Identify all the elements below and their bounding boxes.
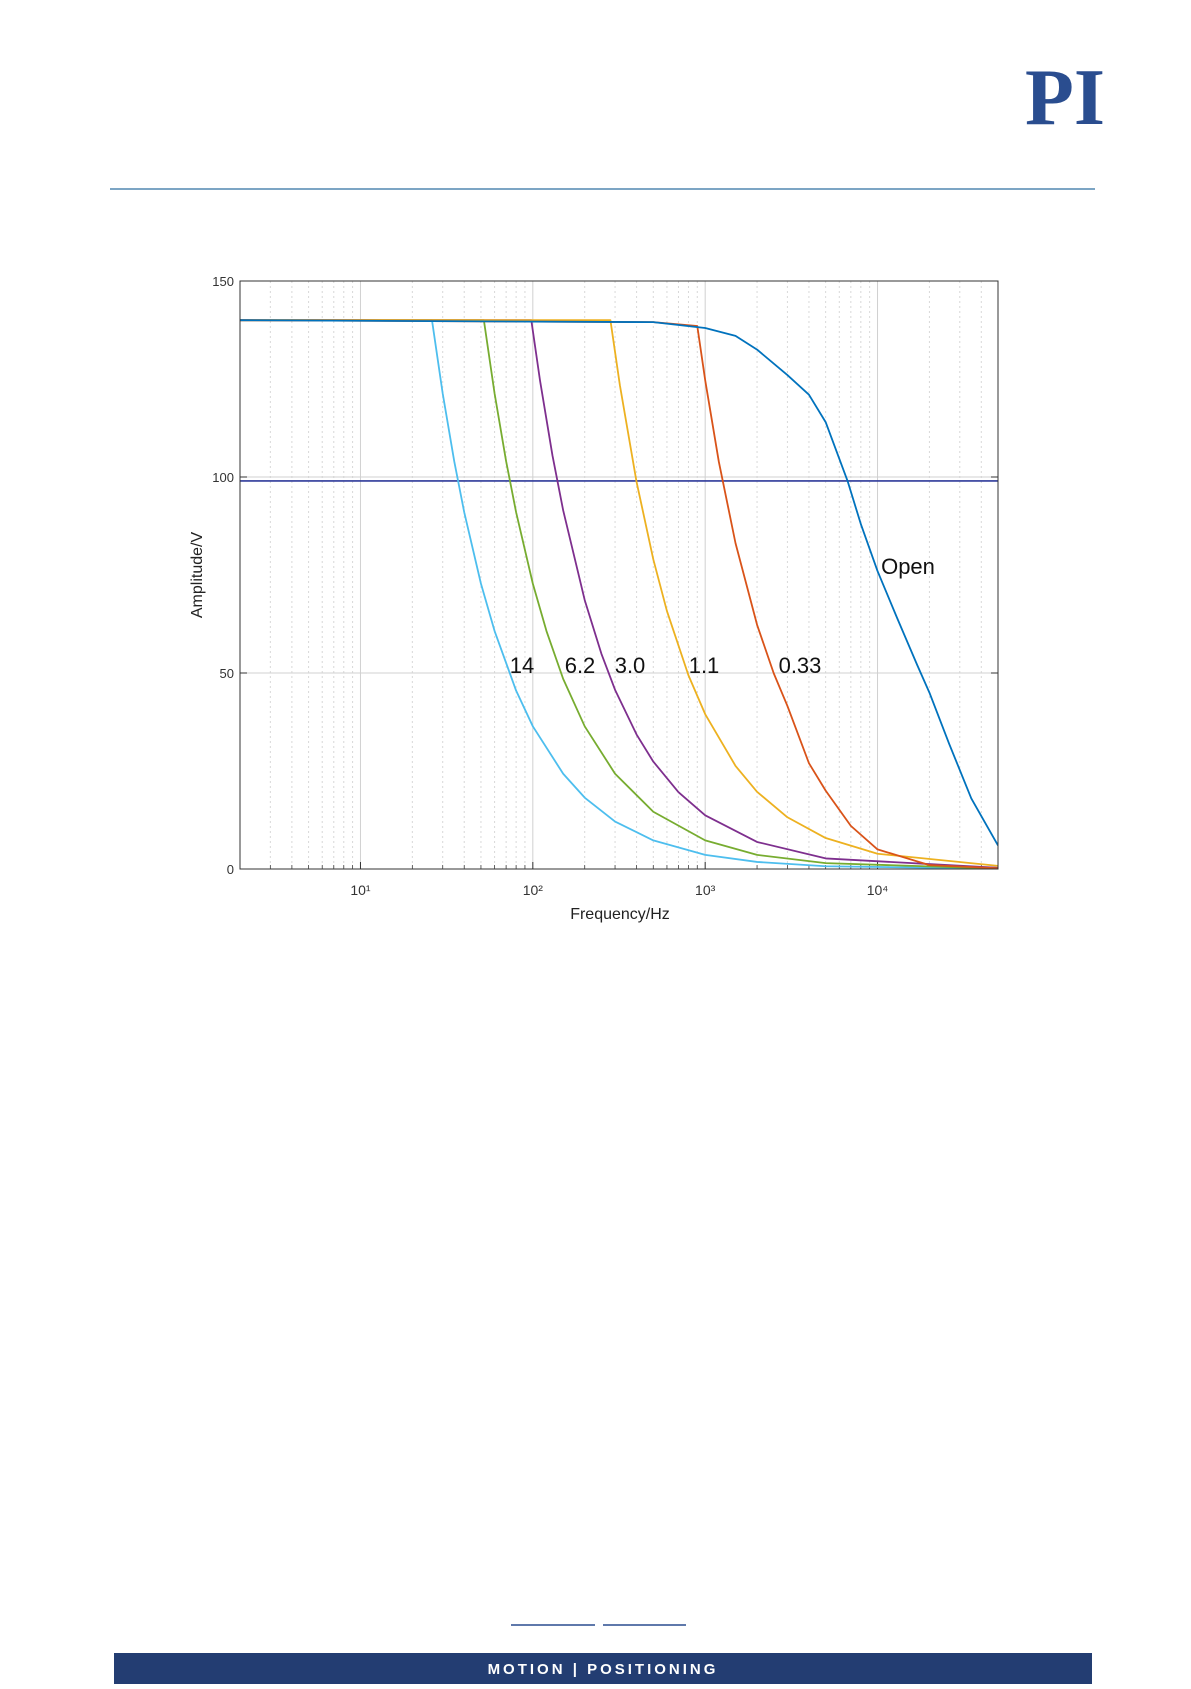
- series-label: 3.0: [615, 653, 646, 678]
- y-tick-label: 50: [220, 666, 234, 681]
- series-label: Open: [881, 554, 935, 579]
- series-line: [240, 319, 998, 867]
- series-line: [240, 319, 998, 870]
- y-axis-label: Amplitude/V: [189, 532, 206, 619]
- series-line: [240, 319, 998, 870]
- x-axis-label: Frequency/Hz: [570, 906, 670, 923]
- series-line: [240, 319, 998, 870]
- footer-bar: [114, 1653, 1092, 1684]
- series-label: 0.33: [779, 653, 822, 678]
- footer-tagline: MOTION | POSITIONING: [488, 1661, 719, 1678]
- chart: 10¹ 10² 10³ 10⁴ 0 50 100 150 14 6.2 3.0 1.1 0.33 Open…: [189, 274, 999, 923]
- series-label: 1.1: [689, 653, 720, 678]
- x-tick-label: 10²: [523, 882, 544, 898]
- series-line: [240, 319, 998, 869]
- y-tick-label: 0: [227, 862, 234, 877]
- y-tick-label: 150: [212, 274, 234, 289]
- x-tick-label: 10¹: [350, 882, 371, 898]
- plot-frame: [239, 280, 999, 870]
- x-tick-label: 10³: [695, 882, 716, 898]
- series-label: 6.2: [565, 653, 596, 678]
- series-line: [240, 319, 998, 846]
- x-tick-label: 10⁴: [867, 882, 889, 898]
- logo: PI: [1025, 54, 1105, 142]
- series-label: 14: [510, 653, 534, 678]
- y-tick-label: 100: [212, 470, 234, 485]
